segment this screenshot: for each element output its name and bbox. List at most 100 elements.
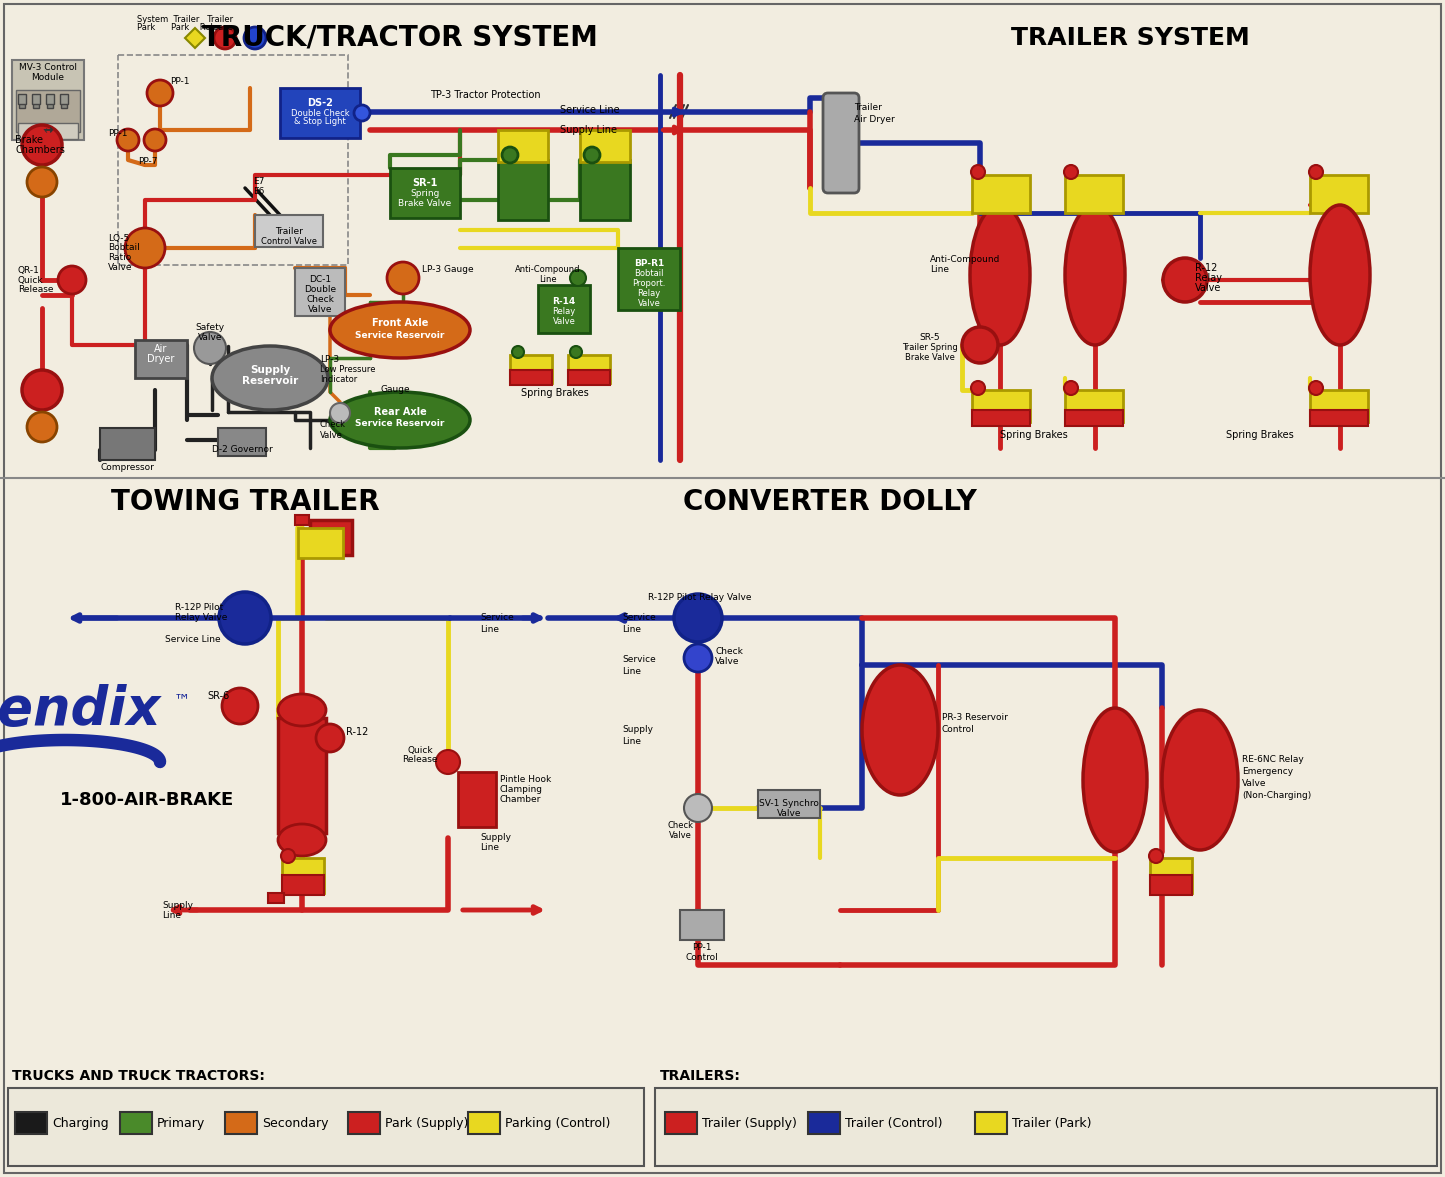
Text: Control: Control xyxy=(685,953,718,963)
Text: Reservoir: Reservoir xyxy=(241,375,298,386)
Circle shape xyxy=(569,270,587,286)
Text: R-12: R-12 xyxy=(345,727,368,737)
Text: TRAILERS:: TRAILERS: xyxy=(660,1069,741,1083)
Text: R-14: R-14 xyxy=(552,298,575,306)
Circle shape xyxy=(501,147,517,162)
Text: Spring: Spring xyxy=(410,188,439,198)
Bar xyxy=(759,790,819,818)
Bar xyxy=(120,1112,152,1133)
Bar xyxy=(655,1088,1436,1166)
Circle shape xyxy=(316,724,344,752)
Bar xyxy=(1150,875,1192,895)
Text: Service Line: Service Line xyxy=(165,636,221,645)
Circle shape xyxy=(512,346,525,358)
Bar xyxy=(267,893,285,903)
Text: Low Pressure: Low Pressure xyxy=(319,366,376,374)
Text: SV-1 Synchro: SV-1 Synchro xyxy=(759,799,819,809)
Text: Spring Brakes: Spring Brakes xyxy=(1227,430,1293,440)
Text: Brake Valve: Brake Valve xyxy=(905,353,955,363)
Text: Charging: Charging xyxy=(52,1117,108,1130)
Text: PP-1: PP-1 xyxy=(692,944,712,952)
Ellipse shape xyxy=(1065,205,1126,345)
Text: Line: Line xyxy=(480,625,499,634)
Circle shape xyxy=(584,147,600,162)
Text: Chambers: Chambers xyxy=(14,145,65,155)
Bar xyxy=(14,1112,48,1133)
Text: Supply: Supply xyxy=(480,833,512,843)
Circle shape xyxy=(329,403,350,423)
Bar xyxy=(298,528,342,558)
Text: Trailer: Trailer xyxy=(854,104,881,113)
Circle shape xyxy=(220,592,272,644)
Text: Parking (Control): Parking (Control) xyxy=(504,1117,610,1130)
Text: Valve: Valve xyxy=(108,264,133,273)
Bar xyxy=(390,168,460,218)
Bar xyxy=(9,1088,644,1166)
Text: Front Axle: Front Axle xyxy=(371,318,428,328)
Text: & Stop Light: & Stop Light xyxy=(295,118,345,126)
Text: Check: Check xyxy=(668,822,694,831)
Bar xyxy=(1311,175,1368,213)
Bar xyxy=(665,1112,696,1133)
Circle shape xyxy=(58,266,87,294)
Text: Valve: Valve xyxy=(552,318,575,326)
Bar xyxy=(33,100,39,108)
Circle shape xyxy=(194,332,225,364)
Bar xyxy=(12,60,84,140)
Text: Chamber: Chamber xyxy=(500,796,542,805)
Circle shape xyxy=(1309,381,1324,395)
Text: PP-1: PP-1 xyxy=(171,78,189,86)
Circle shape xyxy=(214,27,236,49)
Circle shape xyxy=(1064,381,1078,395)
Bar xyxy=(277,718,327,833)
Text: Park      Park    Release: Park Park Release xyxy=(137,24,233,33)
Text: DC-1: DC-1 xyxy=(309,275,331,285)
Text: Clamping: Clamping xyxy=(500,785,543,794)
Text: Supply: Supply xyxy=(250,365,290,375)
Text: Valve: Valve xyxy=(777,810,801,818)
Text: Line: Line xyxy=(621,625,642,634)
Bar xyxy=(510,355,552,383)
Bar xyxy=(510,370,552,385)
Bar xyxy=(61,94,68,104)
Text: Valve: Valve xyxy=(637,299,660,307)
Text: Valve: Valve xyxy=(669,831,692,840)
Text: Bobtail: Bobtail xyxy=(108,244,140,253)
Bar xyxy=(19,100,25,108)
Bar xyxy=(100,428,155,460)
Text: MV-3 Control: MV-3 Control xyxy=(19,64,77,73)
Circle shape xyxy=(683,644,712,672)
Bar xyxy=(295,268,345,315)
Text: E7: E7 xyxy=(253,178,264,186)
Polygon shape xyxy=(185,28,205,48)
Text: Rear Axle: Rear Axle xyxy=(374,407,426,417)
Text: Spring Brakes: Spring Brakes xyxy=(1000,430,1068,440)
Ellipse shape xyxy=(329,392,470,448)
Circle shape xyxy=(244,27,266,49)
Bar xyxy=(17,124,78,139)
Text: Proport.: Proport. xyxy=(633,279,666,287)
Text: QR-1: QR-1 xyxy=(17,266,40,274)
Text: Trailer (Park): Trailer (Park) xyxy=(1011,1117,1091,1130)
Text: CONVERTER DOLLY: CONVERTER DOLLY xyxy=(683,488,977,516)
Text: Compressor: Compressor xyxy=(100,464,155,472)
Text: PP-1: PP-1 xyxy=(108,128,127,138)
Text: Emergency: Emergency xyxy=(1243,767,1293,777)
Bar xyxy=(1150,858,1192,893)
Bar xyxy=(16,89,79,132)
Text: Primary: Primary xyxy=(158,1117,205,1130)
Text: Line: Line xyxy=(931,266,949,274)
Text: RE-6NC Relay: RE-6NC Relay xyxy=(1243,756,1303,765)
Text: Pintle Hook: Pintle Hook xyxy=(500,776,551,785)
Bar xyxy=(1065,175,1123,213)
Circle shape xyxy=(1149,849,1163,863)
Text: Park (Supply): Park (Supply) xyxy=(384,1117,468,1130)
Text: R-12P Pilot: R-12P Pilot xyxy=(175,604,223,612)
Text: DS-2: DS-2 xyxy=(306,98,332,108)
Text: Check
Valve: Check Valve xyxy=(319,420,345,440)
Text: Valve: Valve xyxy=(308,306,332,314)
Text: System  Trailer   Trailer: System Trailer Trailer xyxy=(137,15,233,25)
Bar xyxy=(282,875,324,895)
Bar xyxy=(1311,410,1368,426)
Bar xyxy=(61,100,66,108)
